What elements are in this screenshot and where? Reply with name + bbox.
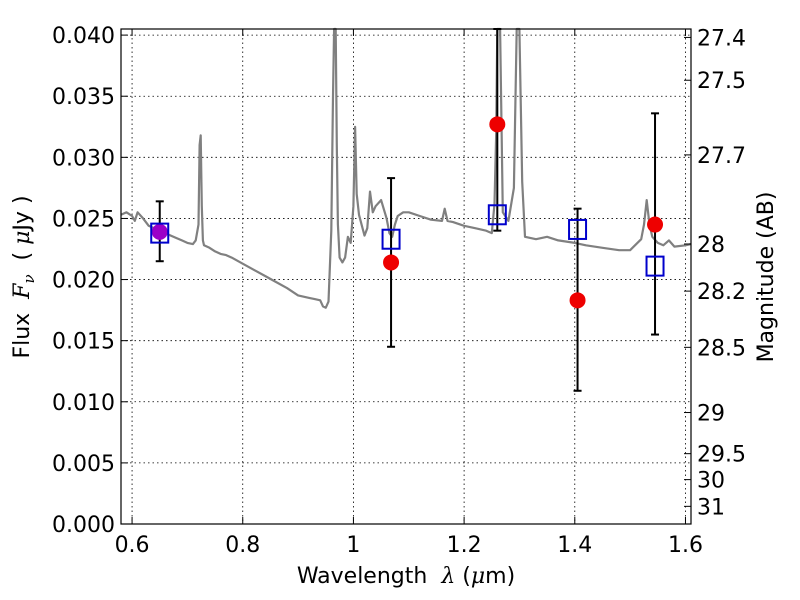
y-tick-label: 0.030 xyxy=(52,146,115,171)
x-tick-label: 1 xyxy=(346,533,360,558)
error-bars xyxy=(155,28,660,392)
right-tick-label: 27.7 xyxy=(697,144,746,169)
right-tick-label: 28.2 xyxy=(697,280,746,305)
flux-point xyxy=(383,254,400,271)
right-tick-label: 27.4 xyxy=(697,26,746,51)
right-tick-label: 31 xyxy=(697,495,725,520)
x-tick-label: 1.2 xyxy=(447,533,482,558)
model-spectrum-series xyxy=(120,27,692,309)
y-tick-label: 0.015 xyxy=(52,330,115,355)
y-tick-label: 0.000 xyxy=(52,513,115,538)
right-tick-label: 29.5 xyxy=(697,443,746,468)
y-tick-label: 0.040 xyxy=(52,24,115,49)
flux-point xyxy=(647,216,664,233)
flux-point xyxy=(489,116,506,133)
model-square xyxy=(645,255,665,277)
right-tick-label: 27.5 xyxy=(697,69,746,94)
y-axis-label: Flux Fν ( μJy ) xyxy=(10,195,38,358)
x-tick-label: 1.6 xyxy=(668,533,703,558)
right-tick-label: 30 xyxy=(697,469,725,494)
y-tick-label: 0.010 xyxy=(52,391,115,416)
model-square xyxy=(568,218,588,240)
x-axis-label: Wavelength λ (μm) xyxy=(297,564,515,589)
y-tick-label: 0.025 xyxy=(52,207,115,232)
x-tick-label: 1.4 xyxy=(557,533,592,558)
model-square xyxy=(381,228,401,250)
y-tick-label: 0.035 xyxy=(52,85,115,110)
grid xyxy=(121,29,691,525)
model-square xyxy=(150,222,170,244)
model-flux-squares xyxy=(150,204,665,277)
spectrum-line xyxy=(120,27,692,309)
right-axis-label: Magnitude (AB) xyxy=(754,192,779,363)
y-tick-label: 0.005 xyxy=(52,452,115,477)
right-tick-label: 28 xyxy=(697,233,725,258)
axis-ticks xyxy=(121,29,691,525)
flux-point xyxy=(569,292,586,309)
right-tick-label: 28.5 xyxy=(697,336,746,361)
tick-labels: 0.6 0.8 1 1.2 1.4 1.6 0.000 0.005 0.010 0.015 0.02… xyxy=(52,24,746,558)
right-tick-label: 29 xyxy=(697,402,725,427)
plot-frame xyxy=(120,28,692,525)
x-tick-label: 0.6 xyxy=(115,533,150,558)
flux-point xyxy=(151,223,168,240)
observed-flux-points xyxy=(151,116,664,309)
x-tick-label: 0.8 xyxy=(225,533,260,558)
model-square xyxy=(487,204,507,226)
y-tick-label: 0.020 xyxy=(52,269,115,294)
